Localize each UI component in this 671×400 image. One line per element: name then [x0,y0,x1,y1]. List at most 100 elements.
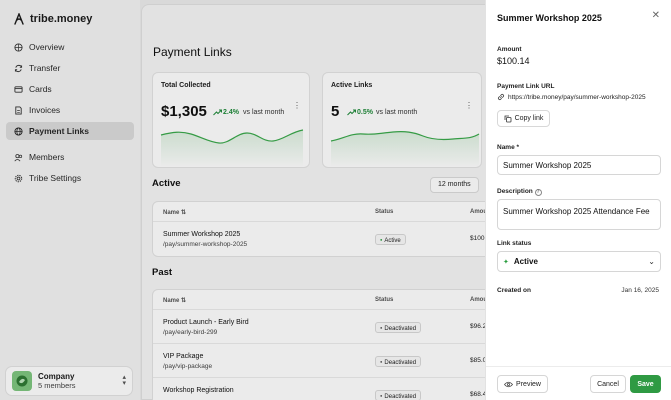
sidebar-item-payment-links[interactable]: Payment Links [6,122,134,140]
brand-name: tribe.money [30,13,93,25]
trend-up-icon [347,109,356,116]
company-logo-icon [16,375,28,387]
column-label: Name [163,210,180,216]
url-label: Payment Link URL [497,83,555,90]
table-row[interactable]: Product Launch - Early Bird /pay/early-b… [153,310,511,344]
row-name: Summer Workshop 2025 [163,231,241,238]
table-header: Name ⇅ Status Amount [153,202,511,222]
company-switcher[interactable]: Company 5 members ▴ ▾ [6,367,132,395]
active-section-title: Active [152,178,181,189]
chevron-down-icon: ⌄ [648,257,655,266]
sidebar-item-tribe-settings[interactable]: Tribe Settings [6,169,134,187]
chevron-updown-icon: ▴ ▾ [122,374,126,387]
preview-label: Preview [516,380,541,388]
info-icon[interactable]: ? [534,189,542,196]
period-filter-button[interactable]: 12 months [430,177,479,193]
row-amount: $100.14 [470,235,494,242]
globe-icon [14,126,23,136]
column-header-status: Status [375,297,394,303]
sidebar-item-label: Cards [29,84,52,94]
cancel-button[interactable]: Cancel [590,375,626,393]
sidebar-item-label: Invoices [29,105,61,115]
close-icon[interactable]: ✕ [651,10,660,21]
table-row[interactable]: Summer Workshop 2025 /pay/summer-worksho… [153,222,511,256]
column-header-status: Status [375,209,394,215]
row-amount: $68.40 [470,391,490,398]
sidebar-item-label: Overview [29,42,65,52]
payment-link-detail-panel: Summer Workshop 2025 ✕ Amount $100.14 Pa… [485,0,671,400]
status-dot-icon: ✦ [503,258,509,266]
sidebar-item-label: Members [29,152,65,162]
link-icon [498,94,504,100]
panel-title: Summer Workshop 2025 [497,13,602,23]
row-name: VIP Package [163,353,204,360]
amount-label: Amount [497,46,522,53]
column-header-name[interactable]: Name ⇅ [163,210,187,216]
company-info: Company 5 members [38,372,116,391]
amount-value: $100.14 [497,56,530,66]
panel-footer: Preview Cancel Save [486,366,671,400]
tribe-logo-icon [14,13,24,25]
sidebar-item-members[interactable]: Members [6,148,134,166]
sidebar-item-invoices[interactable]: Invoices [6,101,134,119]
link-status-select[interactable]: ✦ Active ⌄ [497,251,661,272]
preview-button[interactable]: Preview [497,375,548,393]
more-vertical-icon[interactable]: ⋮ [293,101,301,110]
row-path: /pay/summer-workshop-2025 [163,241,248,248]
row-path: /pay/vip-package [163,363,213,370]
card-vs-label: vs last month [376,109,418,116]
sidebar-item-overview[interactable]: Overview [6,38,134,56]
card-delta: 2.4% [223,109,239,116]
name-label: Name * [497,144,520,151]
description-label-text: Description [497,188,533,195]
table-row[interactable]: Workshop Registration Deactivated $68.40 [153,378,511,400]
row-name: Workshop Registration [163,387,234,394]
row-name: Product Launch - Early Bird [163,319,249,326]
name-input[interactable]: Summer Workshop 2025 [497,155,661,175]
description-label: Description ? [497,188,542,196]
copy-link-button[interactable]: Copy link [497,110,550,127]
column-header-name[interactable]: Name ⇅ [163,298,187,304]
table-row[interactable]: VIP Package /pay/vip-package Deactivated… [153,344,511,378]
url-text: https://tribe.money/pay/summer-workshop-… [508,93,646,101]
payment-link-url: https://tribe.money/pay/summer-workshop-… [497,93,646,101]
eye-icon [504,381,514,387]
sidebar-item-label: Payment Links [29,126,89,136]
link-status-value: Active [513,257,538,266]
row-path: /pay/early-bird-299 [163,329,218,336]
copy-icon [504,115,511,122]
company-members: 5 members [38,381,76,391]
row-amount: $96.20 [470,323,490,330]
total-collected-card: Total Collected ⋮ $1,305 2.4% vs last mo… [152,72,310,168]
save-button[interactable]: Save [630,375,661,393]
description-textarea[interactable]: Summer Workshop 2025 Attendance Fee [497,199,661,230]
description-value: Summer Workshop 2025 Attendance Fee [503,207,650,216]
status-badge: Active [375,234,406,245]
past-links-table: Name ⇅ Status Amount Product Launch - Ea… [152,289,512,400]
users-icon [14,153,23,161]
sidebar-item-cards[interactable]: Cards [6,80,134,98]
status-badge: Deactivated [375,322,422,333]
active-links-table: Name ⇅ Status Amount Summer Workshop 202… [152,201,512,257]
gear-icon [14,174,23,182]
status-badge: Deactivated [375,356,422,367]
more-vertical-icon[interactable]: ⋮ [465,101,473,110]
page-title: Payment Links [153,45,232,59]
trend-up-icon [213,109,222,116]
card-title: Active Links [331,82,373,89]
company-name: Company [38,371,75,381]
column-header-amount: Amount [470,297,493,303]
sidebar-item-label: Tribe Settings [29,173,82,183]
document-icon [15,105,22,115]
card-icon [14,85,23,93]
sidebar-item-label: Transfer [29,63,61,73]
company-avatar [12,371,32,391]
brand[interactable]: tribe.money [6,0,134,38]
card-delta: 0.5% [357,109,373,116]
sparkline [330,131,480,167]
sidebar-item-transfer[interactable]: Transfer [6,59,134,77]
table-header: Name ⇅ Status Amount [153,290,511,310]
active-links-card: Active Links ⋮ 5 0.5% vs last month [322,72,482,168]
created-value: Jan 16, 2025 [621,287,659,294]
past-section-title: Past [152,267,173,278]
